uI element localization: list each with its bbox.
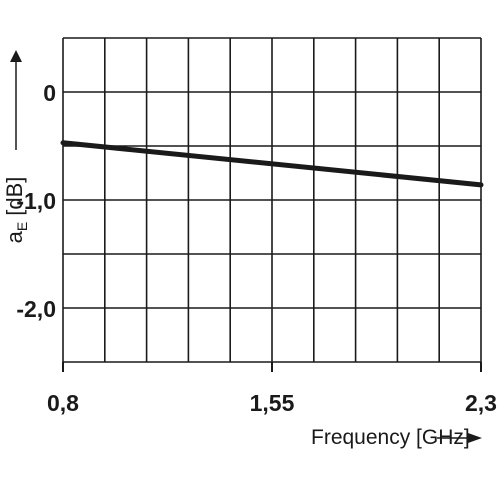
x-tick-labels: 0,8 1,55 2,3 [47,390,497,416]
x-axis-label: Frequency [GHz] [311,426,470,449]
y-label-unit: [dB] [2,177,27,216]
x-tick-label: 0,8 [47,390,79,416]
y-tick-label: 0 [43,80,56,106]
x-axis-arrow-head [468,433,482,443]
grid [62,37,482,372]
y-tick-label: -2,0 [16,296,56,322]
y-tick-label: -1,0 [16,188,56,214]
series-line [60,140,484,188]
svg-text:aE[dB]: aE [dB] [2,177,30,244]
x-tick-label: 1,55 [250,390,295,416]
y-label-symbol: a [2,230,27,243]
y-tick-labels: 0 -1,0 -2,0 [16,80,56,322]
series-layer [60,140,484,188]
x-tick-label: 2,3 [465,390,497,416]
y-label-subscript: E [14,222,30,231]
y-axis-label: aE [dB] [2,177,30,244]
y-axis-arrow-head [10,50,22,62]
